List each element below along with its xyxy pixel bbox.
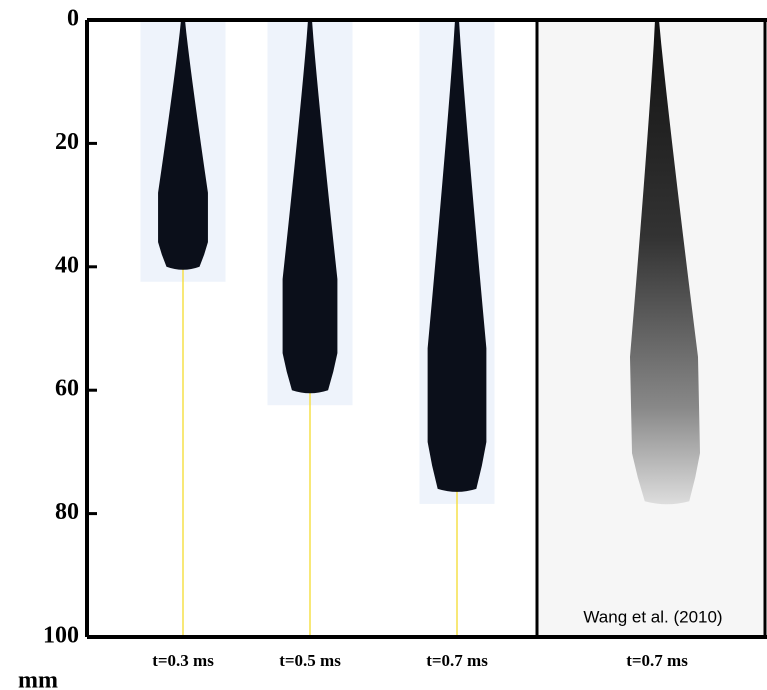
y-tick-label: 60	[55, 376, 79, 402]
time-label: t=0.7 ms	[426, 651, 488, 670]
y-tick-label: 80	[55, 499, 79, 525]
y-tick-label: 20	[55, 129, 79, 155]
y-tick-label: 0	[67, 6, 79, 32]
y-tick-label: 100	[43, 623, 79, 649]
time-label: t=0.3 ms	[152, 651, 214, 670]
citation: Wang et al. (2010)	[583, 607, 722, 626]
spray	[282, 20, 338, 394]
y-unit: mm	[18, 668, 58, 690]
spray	[630, 20, 700, 505]
time-label: t=0.7 ms	[626, 651, 688, 670]
spray	[427, 20, 487, 492]
y-tick-label: 40	[55, 252, 79, 278]
time-label: t=0.5 ms	[279, 651, 341, 670]
spray	[158, 20, 208, 270]
